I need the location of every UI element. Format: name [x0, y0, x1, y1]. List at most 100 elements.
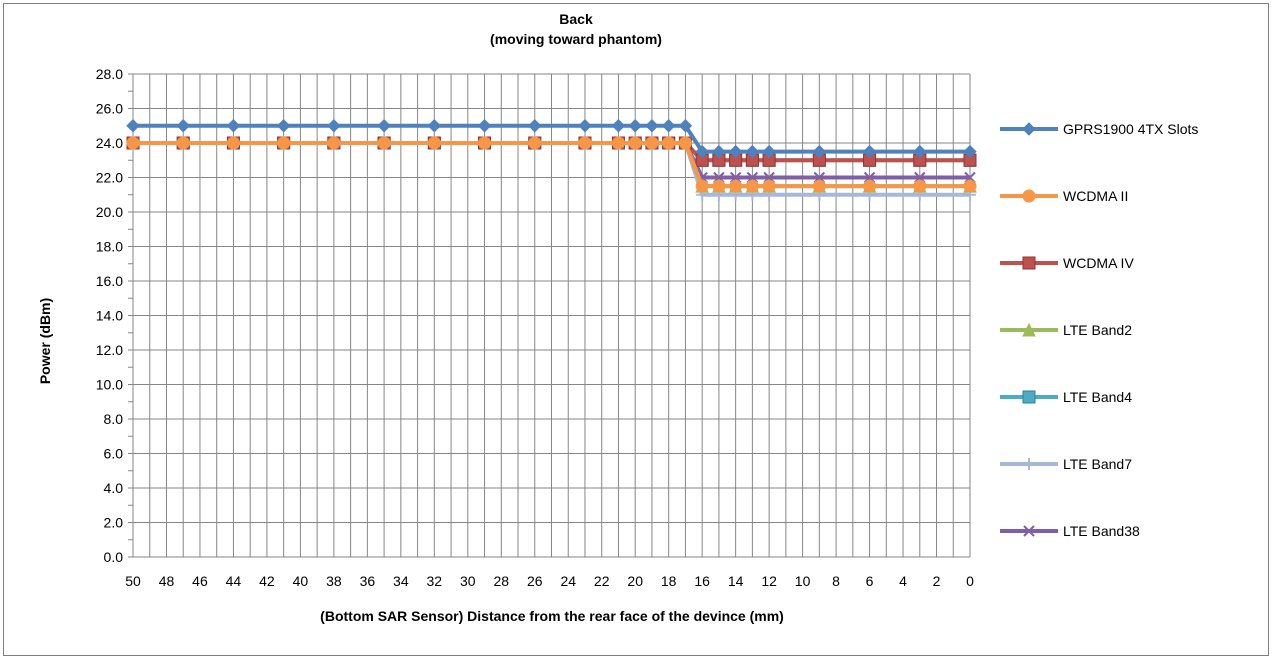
y-tick-label: 6.0: [104, 446, 124, 462]
data-point: [812, 179, 826, 193]
data-point: [327, 119, 341, 133]
x-tick-label: 38: [326, 573, 342, 589]
series-gprs1900-4tx-slots: [126, 119, 977, 159]
data-point: [729, 179, 743, 193]
legend-item: LTE Band2: [1000, 322, 1132, 338]
legend-item: WCDMA II: [1000, 188, 1128, 204]
x-tick-label: 30: [460, 573, 476, 589]
data-point: [528, 119, 542, 133]
y-tick-label: 16.0: [96, 273, 123, 289]
y-tick-label: 2.0: [104, 515, 124, 531]
chart-subtitle: (moving toward phantom): [490, 31, 662, 47]
x-tick-labels: 50 48 46 44 42 40 38 36 34 32 30 28 26 24 22 20 18 16 14 12…: [125, 573, 974, 589]
legend-marker: [1022, 256, 1036, 270]
data-point: [628, 136, 642, 150]
y-tick-label: 14.0: [96, 308, 123, 324]
y-tick-label: 4.0: [104, 480, 124, 496]
y-tick-label: 18.0: [96, 239, 123, 255]
plot-grid: [132, 73, 971, 558]
data-point: [695, 144, 709, 159]
x-tick-label: 40: [293, 573, 309, 589]
x-tick-label: 48: [159, 573, 175, 589]
data-point: [695, 179, 709, 193]
x-tick-label: 22: [594, 573, 610, 589]
x-tick-label: 0: [966, 573, 974, 589]
data-point: [528, 136, 542, 150]
data-point: [628, 119, 642, 133]
legend-item: LTE Band4: [1000, 389, 1132, 405]
legend-marker: [1022, 122, 1036, 136]
y-tick-label: 26.0: [96, 101, 123, 117]
data-point: [611, 136, 625, 150]
chart-title: Back: [559, 11, 593, 27]
x-tick-label: 42: [259, 573, 275, 589]
x-tick-label: 2: [933, 573, 941, 589]
data-point: [611, 119, 626, 133]
x-tick-label: 12: [761, 573, 777, 589]
data-point: [327, 136, 341, 150]
y-tick-labels: 0.0 2.0 4.0 6.0 8.0 10.0 12.0 14.0 16.0 18.0 20.0 2…: [96, 66, 123, 565]
y-axis-label: Power (dBm): [37, 298, 53, 384]
x-tick-label: 34: [393, 573, 409, 589]
data-point: [913, 144, 927, 159]
legend-label: LTE Band2: [1063, 322, 1132, 338]
legend-label: GPRS1900 4TX Slots: [1063, 121, 1198, 137]
x-tick-label: 8: [832, 573, 840, 589]
y-tick-label: 10.0: [96, 377, 123, 393]
data-point: [712, 179, 726, 193]
data-point: [578, 119, 592, 133]
y-tick-label: 0.0: [104, 549, 124, 565]
y-tick-label: 28.0: [96, 66, 123, 82]
data-point: [678, 119, 693, 133]
data-point: [862, 144, 877, 159]
series-layer: [126, 119, 977, 201]
data-point: [645, 136, 659, 150]
data-point: [963, 179, 977, 193]
data-point: [645, 119, 659, 133]
data-point: [176, 119, 190, 133]
data-point: [578, 136, 592, 150]
legend-marker: [1022, 322, 1036, 337]
x-tick-label: 20: [627, 573, 643, 589]
data-point: [963, 144, 977, 159]
y-tick-label: 12.0: [96, 342, 123, 358]
data-point: [762, 179, 776, 193]
series-line: [133, 141, 970, 189]
data-point: [478, 136, 492, 150]
data-point: [427, 119, 442, 133]
x-tick-label: 46: [192, 573, 208, 589]
x-tick-label: 32: [427, 573, 443, 589]
data-point: [126, 136, 140, 150]
data-point: [728, 144, 743, 159]
data-point: [812, 144, 827, 159]
y-tick-label: 22.0: [96, 170, 123, 186]
legend-marker: [1023, 525, 1035, 537]
x-tick-label: 6: [866, 573, 874, 589]
data-point: [678, 136, 692, 150]
legend-item: GPRS1900 4TX Slots: [1000, 121, 1198, 137]
x-tick-label: 24: [560, 573, 576, 589]
data-point: [226, 136, 240, 150]
legend-label: LTE Band4: [1063, 389, 1132, 405]
legend-item: WCDMA IV: [1000, 255, 1134, 271]
x-tick-label: 44: [226, 573, 242, 589]
x-tick-label: 26: [527, 573, 543, 589]
legend-item: LTE Band7: [1000, 456, 1132, 472]
data-point: [913, 179, 927, 193]
plot-axes: [128, 73, 970, 558]
data-point: [863, 179, 877, 193]
data-point: [661, 119, 676, 133]
series-line: [133, 123, 970, 154]
data-point: [762, 144, 776, 159]
legend-marker: [1023, 458, 1035, 470]
legend-label: WCDMA IV: [1063, 255, 1134, 271]
y-tick-label: 8.0: [104, 411, 124, 427]
data-point: [745, 179, 759, 193]
y-tick-label: 20.0: [96, 204, 123, 220]
data-point: [176, 136, 190, 150]
data-point: [126, 119, 140, 133]
x-tick-label: 28: [493, 573, 509, 589]
data-point: [277, 136, 291, 150]
x-axis-label: (Bottom SAR Sensor) Distance from the re…: [320, 608, 784, 624]
data-point: [377, 119, 391, 133]
